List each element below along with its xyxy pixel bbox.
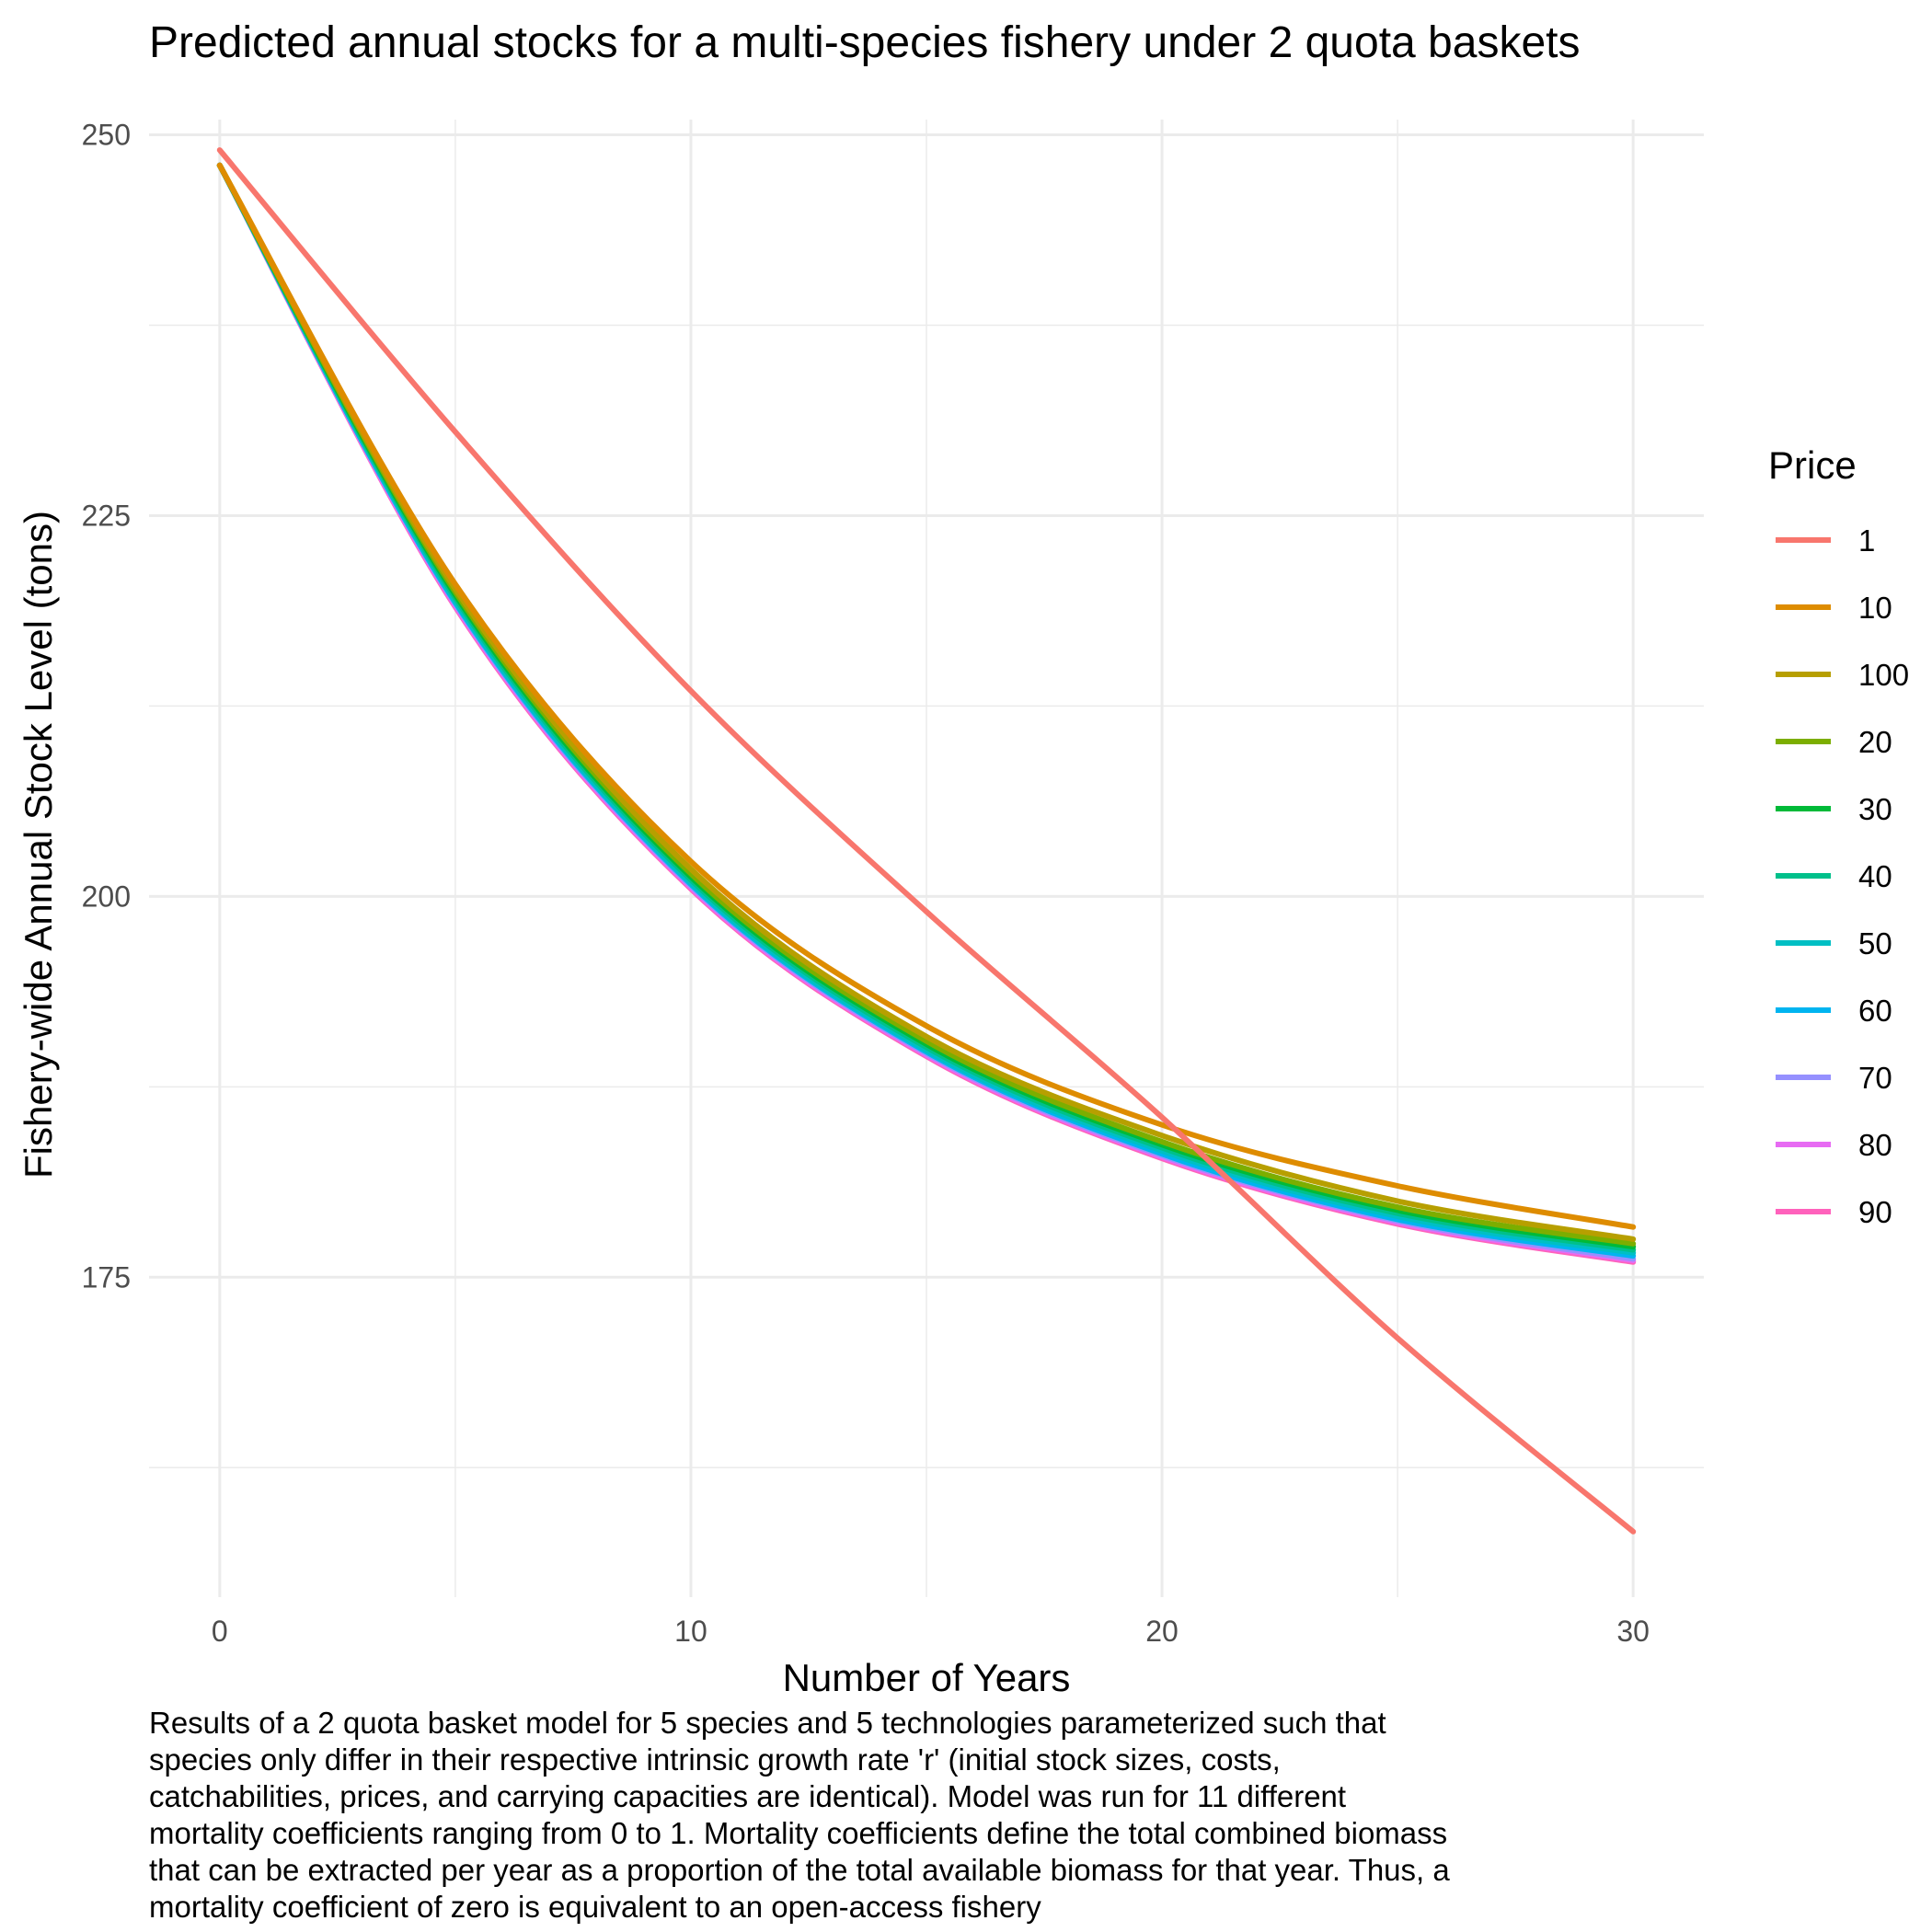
- x-tick-label: 0: [212, 1615, 228, 1648]
- legend-label: 100: [1858, 658, 1909, 692]
- legend-label: 60: [1858, 994, 1892, 1028]
- y-tick-label: 200: [82, 880, 131, 913]
- legend-item: 70: [1776, 1061, 1892, 1095]
- legend-label: 20: [1858, 725, 1892, 759]
- y-axis-title: Fishery-wide Annual Stock Level (tons): [17, 511, 60, 1179]
- minor-gridlines-x: [454, 120, 1398, 1597]
- legend-label: 10: [1858, 591, 1892, 625]
- legend-items: 1 10 100 20 30 40 50 60 70 80 90: [1776, 523, 1909, 1229]
- x-tick-labels: 0 10 20 30: [212, 1615, 1650, 1648]
- legend-label: 30: [1858, 792, 1892, 826]
- legend-label: 1: [1858, 523, 1875, 558]
- legend-item: 30: [1776, 792, 1892, 826]
- legend-item: 80: [1776, 1128, 1892, 1162]
- legend-label: 40: [1858, 859, 1892, 893]
- legend-item: 60: [1776, 994, 1892, 1028]
- legend-label: 50: [1858, 926, 1892, 960]
- x-tick-label: 10: [674, 1615, 707, 1648]
- series-line-10: [216, 162, 1637, 1230]
- legend-item: 100: [1776, 658, 1909, 692]
- legend-item: 90: [1776, 1195, 1892, 1229]
- x-tick-label: 30: [1616, 1615, 1650, 1648]
- series-line-1: [216, 147, 1637, 1535]
- legend-item: 10: [1776, 591, 1892, 625]
- legend-label: 80: [1858, 1128, 1892, 1162]
- y-tick-label: 250: [82, 119, 131, 152]
- legend-label: 90: [1858, 1195, 1892, 1229]
- legend-title: Price: [1768, 443, 1857, 487]
- legend: Price 1 10 100 20 30 40 50 60 70 80 90: [1768, 443, 1909, 1229]
- legend-item: 50: [1776, 926, 1892, 960]
- legend-item: 1: [1776, 523, 1875, 558]
- chart-caption: Results of a 2 quota basket model for 5 …: [149, 1706, 1450, 1924]
- y-tick-labels: 175 200 225 250: [82, 119, 131, 1294]
- legend-label: 70: [1858, 1061, 1892, 1095]
- y-tick-label: 225: [82, 499, 131, 532]
- chart-title: Predicted annual stocks for a multi-spec…: [149, 18, 1580, 67]
- x-tick-label: 20: [1145, 1615, 1179, 1648]
- x-axis-title: Number of Years: [783, 1656, 1071, 1699]
- legend-item: 20: [1776, 725, 1892, 759]
- y-tick-label: 175: [82, 1260, 131, 1294]
- series-lines: [216, 147, 1637, 1535]
- legend-item: 40: [1776, 859, 1892, 893]
